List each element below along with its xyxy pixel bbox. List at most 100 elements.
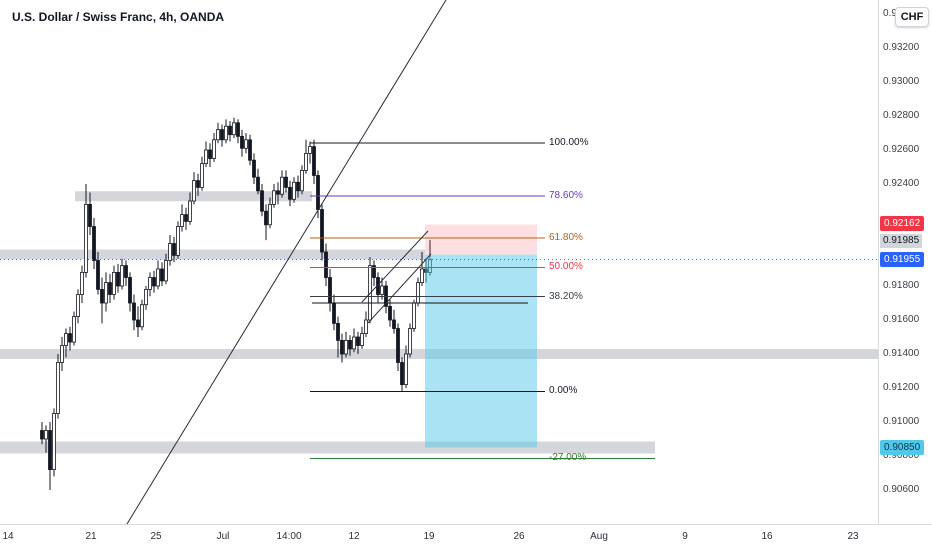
chart-canvas[interactable] [0,0,878,524]
candle-body [40,430,44,440]
candle-body [80,271,84,295]
symbol-title[interactable]: U.S. Dollar / Swiss Franc, 4h, OANDA [12,10,225,24]
price-tick: 0.90800 [883,450,920,461]
candle-body [52,413,56,470]
candle-body [128,277,132,304]
candle-body [204,149,208,165]
candle-body [328,277,332,304]
candle-body [388,305,392,321]
candle-body [260,190,264,212]
candle-body [148,277,152,290]
candle-body [176,226,180,256]
candle-body [256,176,260,192]
time-tick: 23 [847,531,859,542]
candle-body [408,328,412,355]
main-trendline[interactable] [126,0,447,524]
fib-level-label[interactable]: 0.00% [549,385,578,397]
candle-body [252,159,256,178]
time-tick: 9 [682,531,688,542]
price-tick: 0.91600 [883,314,920,325]
candle-body [344,339,348,355]
time-axis[interactable]: 14 21 25 Jul 14:00 12 19 26 Aug 9 16 23 [0,524,932,550]
candle-body [372,265,376,278]
candle-body [60,345,64,363]
risk-zone[interactable] [425,224,537,255]
candle-body [332,302,336,324]
currency-badge-label: CHF [900,11,924,23]
channel-line-lower[interactable] [367,253,432,324]
candle-body [224,125,228,141]
candle-body [208,149,212,159]
candle-body [172,243,176,256]
candle-body [68,333,72,343]
candle-body [104,282,108,304]
candle-body [236,122,240,137]
candle-body [188,200,192,222]
candle-body [168,243,172,261]
fib-level-label[interactable]: 78.60% [549,190,583,202]
price-tick: 0.91400 [883,348,920,359]
candle-body [352,336,356,350]
candle-body [304,152,308,171]
time-tick: 19 [423,531,435,542]
candle-body [248,139,252,161]
candle-body [288,186,292,200]
candle-body [152,277,156,287]
currency-badge[interactable]: CHF [895,7,929,27]
candle-body [340,339,344,355]
candle-body [268,203,272,226]
stop-price-badge: 0.92162 [880,216,925,232]
price-tick: 0.90600 [883,484,920,495]
candle-body [212,139,216,159]
candle-body [392,319,396,329]
candle-body [412,302,416,329]
candle-body [76,294,80,318]
entry-band[interactable] [0,249,425,260]
candle-body [380,285,384,295]
candle-body [112,271,116,295]
last-price-badge: 0.91955 [880,251,925,267]
price-tick: 0.91200 [883,382,920,393]
candle-body [180,214,184,227]
candle-body [396,328,400,363]
fib-level-label[interactable]: 61.80% [549,232,583,244]
candle-body [416,282,420,304]
candle-body [44,430,48,440]
candle-body [200,163,204,188]
price-tick: 0.93000 [883,76,920,87]
price-axis[interactable]: 0.934000.932000.930000.928000.926000.924… [878,0,932,524]
time-tick: 25 [150,531,162,542]
candle-body [116,271,120,287]
fib-level-label[interactable]: 38.20% [549,290,583,302]
candle-body [404,353,408,386]
time-tick: 14 [2,531,14,542]
candle-body [240,135,244,149]
candle-body [164,260,168,282]
candle-body [144,288,148,306]
candle-body [232,122,236,136]
candle-body [316,175,320,210]
candle-body [420,268,424,284]
candle-body [64,333,68,346]
candle-body [84,203,88,273]
candle-body [184,214,188,222]
candle-body [72,316,76,343]
candle-body [48,430,52,470]
reward-zone[interactable] [425,254,537,448]
candle-body [292,181,296,200]
candle-body [364,319,368,335]
candle-body [220,129,224,141]
candle-body [276,190,280,195]
fib-level-label[interactable]: -27.00% [549,452,587,464]
candle-body [56,362,60,414]
candle-body [156,268,160,287]
price-tick: 0.91800 [883,280,920,291]
channel-line-upper[interactable] [361,230,429,303]
fib-level-label[interactable]: 50.00% [549,261,583,273]
candle-body [196,180,200,188]
candle-body [92,226,96,261]
candle-body [360,333,364,346]
fib-level-label[interactable]: 100.00% [549,137,589,149]
candle-body [96,260,100,290]
